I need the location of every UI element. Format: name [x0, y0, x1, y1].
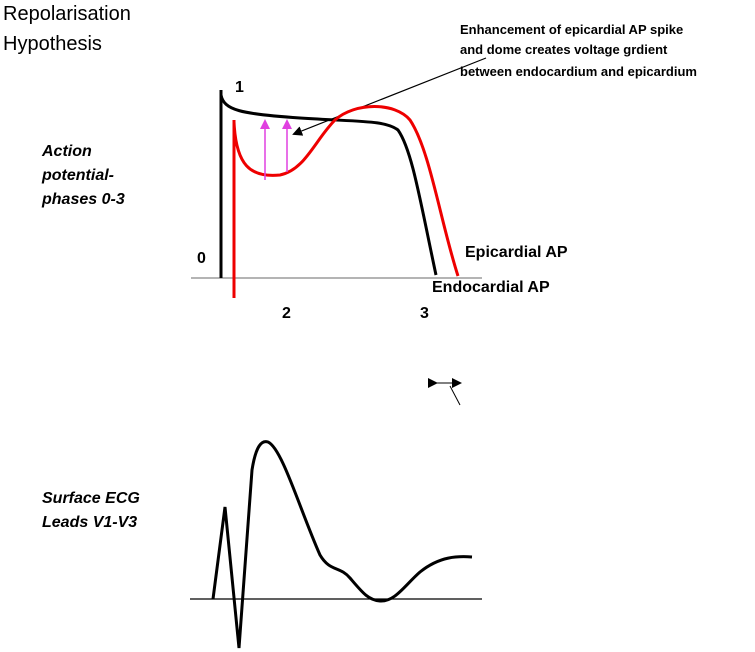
annotation-line: and dome creates voltage grdient: [460, 42, 668, 57]
annotation-line: Enhancement of epicardial AP spike: [460, 22, 683, 37]
side-label: phases 0-3: [41, 191, 125, 208]
title-line: Repolarisation: [3, 3, 131, 25]
small-line: [449, 385, 461, 406]
ecg-trace: [211, 440, 473, 649]
side-label: Action: [41, 143, 92, 160]
epicardial-curve: [232, 105, 460, 277]
endocardial-curve: [219, 94, 438, 276]
annotation-line: between endocardium and epicardium: [460, 64, 697, 79]
side-label: Leads V1-V3: [42, 514, 137, 531]
side-label: potential-: [41, 167, 114, 184]
title-line: Hypothesis: [3, 33, 102, 55]
phase-label: 2: [282, 305, 291, 322]
side-label: Surface ECG: [42, 490, 140, 507]
curve-label: Epicardial AP: [465, 244, 568, 261]
phase-label: 1: [235, 79, 244, 96]
phase-label: 3: [420, 305, 429, 322]
curve-label: Endocardial AP: [432, 279, 550, 296]
phase-label: 0: [197, 250, 206, 267]
annotation-arrow: [292, 57, 487, 136]
